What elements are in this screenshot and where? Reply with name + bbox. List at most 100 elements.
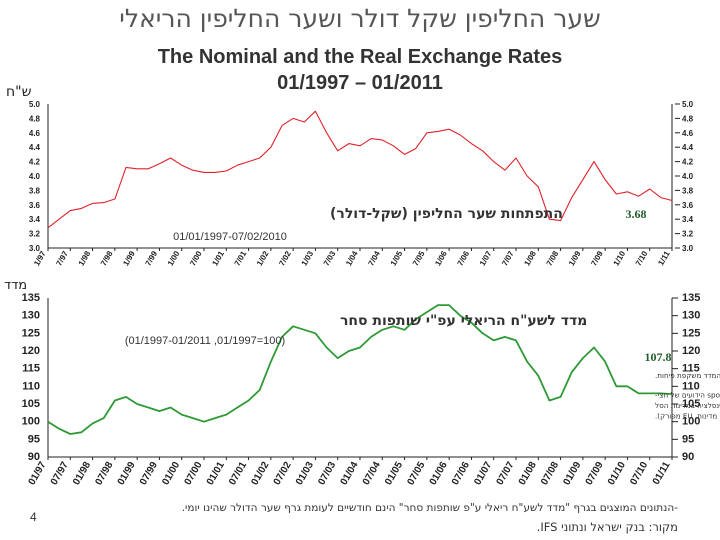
x-tick-label: 07/04 xyxy=(361,460,383,488)
y-tick-label-right: 125 xyxy=(682,327,700,339)
y-tick-label-left: 110 xyxy=(22,380,40,392)
y-tick-label-left: 115 xyxy=(22,363,40,375)
x-tick-label: 7/99 xyxy=(144,249,160,267)
x-tick-label: 7/08 xyxy=(545,249,561,267)
y-tick-label-left: 3.4 xyxy=(29,215,41,224)
top-chart-unit-label: ש"ח xyxy=(6,84,32,100)
x-tick-label: 07/08 xyxy=(539,460,561,488)
x-tick-label: 7/03 xyxy=(322,249,338,267)
y-tick-label-right: 120 xyxy=(682,345,700,357)
x-tick-label: 01/99 xyxy=(116,460,138,488)
x-tick-label: 7/01 xyxy=(233,249,249,267)
y-tick-label-right: 3.4 xyxy=(682,215,694,224)
last-value-label: 3.68 xyxy=(626,207,647,221)
english-title: The Nominal and the Real Exchange Rates xyxy=(157,46,563,68)
y-tick-label-left: 3.8 xyxy=(29,186,41,195)
x-tick-label: 1/11 xyxy=(656,249,672,267)
y-tick-label-left: 4.4 xyxy=(29,143,41,152)
y-tick-label-left: 105 xyxy=(22,398,40,410)
y-tick-label-right: 115 xyxy=(682,363,700,375)
y-tick-label-left: 3.2 xyxy=(29,230,41,239)
real-exchange-rate-line xyxy=(47,304,673,435)
hebrew-title: שער החליפין שקל דולר ושער החליפין הריאלי xyxy=(119,4,601,33)
annotation-title: מדד לשע"ח הריאלי עפ"י שותפות סחר xyxy=(340,313,587,329)
chart-note: חודש, התחזית ל-CPI של שלם מהמדד החודשי ו… xyxy=(655,401,720,410)
annotation-period: (01/1997-01/2011 ,01/1997=100) xyxy=(125,335,285,347)
x-tick-label: 7/09 xyxy=(589,249,605,267)
x-tick-label: 01/11 xyxy=(651,460,673,487)
last-value-label: 107.8 xyxy=(645,350,672,364)
y-tick-label-right: 100 xyxy=(682,416,700,428)
y-tick-label-right: 90 xyxy=(682,451,694,463)
x-tick-label: 7/00 xyxy=(188,249,204,267)
y-tick-label-right: 105 xyxy=(682,398,700,410)
x-tick-label: 01/00 xyxy=(160,460,182,488)
bottom-chart-unit-label: מדד xyxy=(4,278,28,293)
x-tick-label: 01/98 xyxy=(71,460,93,488)
x-tick-label: 01/03 xyxy=(294,460,316,488)
y-tick-label-left: 4.6 xyxy=(29,129,41,138)
nominal-exchange-rate-line xyxy=(47,110,673,229)
x-tick-label: 01/06 xyxy=(428,460,450,488)
x-tick-label: 01/97 xyxy=(27,460,49,488)
x-tick-label: 1/06 xyxy=(433,249,449,267)
x-tick-label: 01/04 xyxy=(339,460,361,488)
y-tick-label-left: 4.8 xyxy=(29,114,41,123)
x-tick-label: 07/03 xyxy=(316,460,338,488)
y-tick-label-right: 4.6 xyxy=(682,129,694,138)
annotation-period: 01/01/1997-07/02/2010 xyxy=(173,231,287,243)
y-tick-label-left: 3.0 xyxy=(29,244,41,253)
x-tick-label: 7/10 xyxy=(634,249,650,267)
x-tick-label: 07/05 xyxy=(405,460,427,488)
y-tick-label-right: 4.0 xyxy=(682,172,694,181)
x-tick-label: 07/09 xyxy=(584,460,606,488)
y-tick-label-left: 130 xyxy=(22,310,40,322)
x-tick-label: 07/06 xyxy=(450,460,472,488)
page-number: 4 xyxy=(30,510,37,524)
x-tick-label: 07/99 xyxy=(138,460,160,488)
y-tick-label-left: 90 xyxy=(28,451,40,463)
y-tick-label-left: 3.6 xyxy=(29,201,41,210)
y-tick-label-right: 110 xyxy=(682,380,700,392)
y-tick-label-left: 4.2 xyxy=(29,158,41,167)
y-tick-label-left: 95 xyxy=(28,433,40,445)
x-tick-label: 1/08 xyxy=(522,249,538,267)
x-tick-label: 01/02 xyxy=(249,460,271,488)
annotation-title: התפתחות שער החליפין (שקל-דולר) xyxy=(330,206,563,222)
x-tick-label: 07/00 xyxy=(183,460,205,488)
x-tick-label: 01/05 xyxy=(383,460,405,488)
y-tick-label-right: 3.6 xyxy=(682,201,694,210)
x-tick-label: 7/07 xyxy=(500,249,516,267)
x-tick-label: 07/01 xyxy=(227,460,249,488)
x-tick-label: 07/07 xyxy=(495,460,517,488)
x-tick-label: 01/08 xyxy=(517,460,539,488)
x-tick-label: 7/97 xyxy=(54,249,70,267)
y-tick-label-left: 125 xyxy=(22,327,40,339)
x-tick-label: 7/05 xyxy=(411,249,427,267)
y-tick-label-left: 120 xyxy=(22,345,40,357)
x-tick-label: 7/98 xyxy=(99,249,115,267)
x-tick-label: 1/99 xyxy=(121,249,137,267)
y-tick-label-right: 4.4 xyxy=(682,143,694,152)
y-tick-label-right: 135 xyxy=(682,292,700,304)
chart-note: - הנתון עבור החודש האחרון הינו חישוב מבו… xyxy=(655,391,720,400)
x-tick-label: 1/05 xyxy=(389,249,405,267)
period-subtitle: 01/1997 – 01/2011 xyxy=(277,72,443,94)
x-tick-label: 1/01 xyxy=(210,249,226,267)
x-tick-label: 1/07 xyxy=(478,249,494,267)
x-tick-label: 1/10 xyxy=(612,249,628,267)
y-tick-label-right: 3.2 xyxy=(682,230,694,239)
x-tick-label: 07/97 xyxy=(49,460,71,488)
x-tick-label: 1/04 xyxy=(344,249,360,267)
y-tick-label-right: 4.8 xyxy=(682,114,694,123)
y-tick-label-left: 5.0 xyxy=(29,100,41,109)
y-tick-label-right: 95 xyxy=(682,433,694,445)
x-tick-label: 7/02 xyxy=(277,249,293,267)
source-note: מקור: בנק ישראל ונתוני IFS. xyxy=(536,520,678,534)
x-tick-label: 1/09 xyxy=(567,249,583,267)
x-tick-label: 7/04 xyxy=(366,249,382,267)
x-tick-label: 07/02 xyxy=(272,460,294,488)
y-tick-label-left: 135 xyxy=(22,292,40,304)
chart-note: (17 מדינות, EU מפורק). xyxy=(655,412,720,421)
